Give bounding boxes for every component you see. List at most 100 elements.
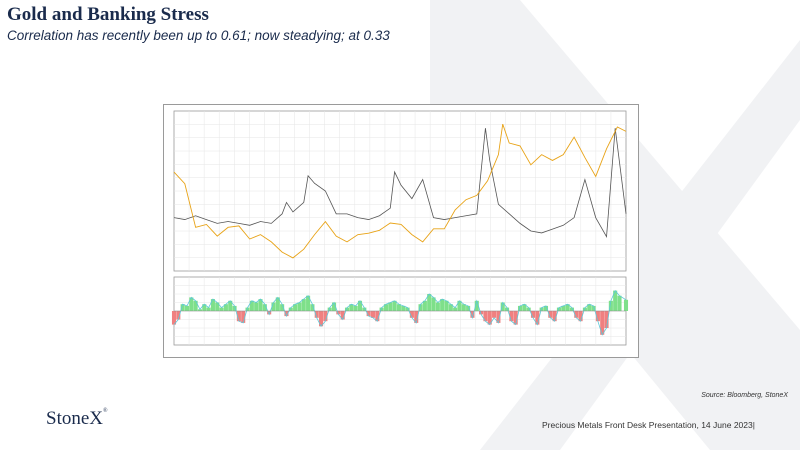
correlation-bar [254,302,259,311]
correlation-bar [396,304,401,311]
correlation-bar [215,302,220,311]
page-subtitle: Correlation has recently been up to 0.61… [7,28,390,43]
stonex-logo: StoneX® [46,408,108,430]
correlation-bar [189,297,194,311]
source-note: Source: Bloomberg, StoneX [701,392,788,399]
correlation-bar [435,302,440,311]
correlation-bar [604,311,609,328]
correlation-bar [293,304,298,311]
correlation-bar [336,311,341,315]
correlation-bar [362,307,367,311]
price-lines [173,123,627,259]
correlation-bar [327,307,332,311]
correlation-bar [323,311,328,322]
stress-series-line [173,128,627,239]
correlation-line [173,289,627,336]
correlation-bar [228,300,233,311]
correlation-bar [457,300,462,311]
gold-series-line [173,123,627,259]
correlation-area [171,289,629,336]
correlation-bar [578,311,583,322]
correlation-bar [535,311,540,325]
correlation-bar [275,297,280,311]
correlation-bar [340,311,345,320]
correlation-bar [582,307,587,311]
correlation-bar [500,302,505,311]
correlation-bar [210,299,215,311]
correlation-bar [530,311,536,318]
correlation-bar [591,305,596,311]
correlation-bar [565,304,570,311]
correlation-bar [595,311,600,322]
correlation-bar [375,311,380,322]
correlation-bar [297,302,302,311]
correlation-bar [539,307,544,311]
correlation-bar [331,302,337,311]
correlation-bar [543,305,549,311]
correlation-bar [492,311,497,318]
footer-text: Precious Metals Front Desk Presentation,… [542,420,755,430]
correlation-bar [587,304,592,311]
correlation-bar [401,305,406,311]
correlation-bar [409,311,414,318]
chart-svg [171,110,629,346]
correlation-bar [522,304,527,311]
correlation-bar [548,311,553,318]
correlation-bar [267,311,272,315]
correlation-bar [526,307,531,311]
correlation-bar [487,311,492,325]
correlation-bar [193,300,198,311]
correlation-bar [249,300,254,311]
correlation-bar [427,294,432,311]
correlation-bar [349,304,354,311]
correlation-bar [617,295,622,311]
correlation-bar [219,307,224,311]
correlation-bar [223,304,228,311]
correlation-bar [444,300,449,311]
correlation-bar [176,311,181,320]
logo-text: StoneX [46,408,103,429]
correlation-bar [453,307,458,311]
correlation-bar [284,311,289,317]
correlation-bar [466,305,471,311]
correlation-bar [366,311,371,317]
correlation-bar [623,299,629,311]
logo-mark: ® [103,408,108,414]
correlation-bar [418,304,423,311]
correlation-bar [306,295,311,311]
correlation-bar [184,305,190,311]
correlation-bar [379,307,384,311]
correlation-bar [206,307,211,311]
correlation-bar [202,304,207,311]
correlation-bar [383,304,388,311]
correlation-bar [552,311,557,322]
correlation-bar [517,305,523,311]
correlation-bar [353,305,358,311]
chart-panel [163,104,639,358]
correlation-bar [608,300,613,311]
correlation-bar [236,311,241,322]
correlation-bar [245,307,250,311]
correlation-bar [600,311,605,335]
correlation-bar [171,311,177,325]
correlation-bar [505,307,510,311]
correlation-bar [370,311,376,318]
correlation-bar [422,300,427,311]
correlation-bar [561,305,566,311]
correlation-bar [479,311,484,315]
correlation-bar [357,300,363,311]
correlation-bar [301,299,306,311]
correlation-bar [496,311,501,323]
correlation-bar [483,311,488,322]
correlation-bar [262,304,267,311]
correlation-bar [288,307,293,311]
correlation-bar [392,300,397,311]
correlation-bar [405,307,410,311]
correlation-bar [232,305,237,311]
correlation-bar [388,302,393,311]
correlation-bar [271,302,276,311]
correlation-bar [414,311,419,323]
correlation-bar [314,311,319,318]
correlation-bar [569,307,574,311]
correlation-bar [319,311,324,327]
